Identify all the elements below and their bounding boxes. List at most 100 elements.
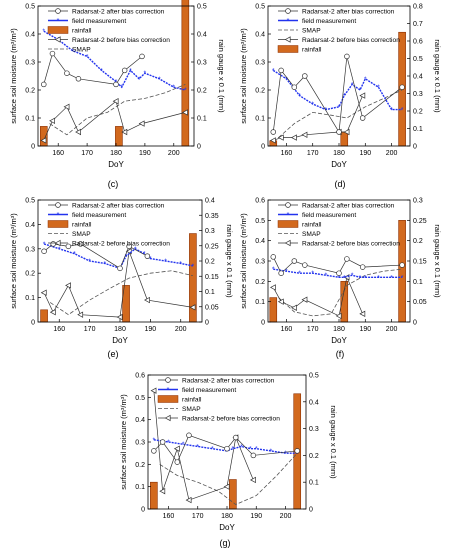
field-marker: * xyxy=(144,71,147,78)
y-tick-label: 0.5 xyxy=(255,4,265,11)
y2-tick-label: 0.25 xyxy=(205,243,219,250)
x-tick-label: 200 xyxy=(175,326,187,333)
y2-axis-label: rain gauge x 0.1 (mm) xyxy=(433,224,442,298)
x-tick-label: 170 xyxy=(84,326,96,333)
legend-marker-radar-before xyxy=(284,36,291,43)
y-axis-label: surface soil moisture (m³/m³) xyxy=(9,28,18,124)
x-tick-label: 190 xyxy=(145,326,157,333)
y-tick-label: 0.5 xyxy=(255,218,265,225)
radar-before-marker xyxy=(185,496,192,504)
y2-tick-label: 0 xyxy=(413,320,417,327)
legend-label: rainfall xyxy=(72,221,92,228)
y2-tick-label: 0.2 xyxy=(413,109,423,116)
radar-before-marker xyxy=(359,310,366,318)
radar-before-marker xyxy=(223,483,230,490)
field-marker: * xyxy=(196,444,199,451)
field-marker: * xyxy=(377,275,380,282)
legend-label: Radarsat-2 after bias correction xyxy=(302,202,395,209)
field-marker: * xyxy=(270,448,273,455)
panel-caption: (g) xyxy=(220,538,231,548)
radar-before-marker xyxy=(301,131,308,138)
radar-after-marker xyxy=(121,67,128,74)
rainfall-bar xyxy=(40,309,48,323)
smap-line xyxy=(49,270,193,316)
y-tick-label: 0.2 xyxy=(255,279,265,286)
x-axis-label: DoY xyxy=(331,336,347,345)
field-marker: * xyxy=(179,261,182,268)
radar-after-marker xyxy=(49,50,56,57)
field-marker: * xyxy=(167,440,170,447)
field-marker: * xyxy=(149,256,152,263)
radar-after-marker xyxy=(75,76,82,82)
field-marker: * xyxy=(120,85,123,92)
panel-g: * * * * * * * * * * * * *160 170 180 190 20000.10.20.30.… xyxy=(119,373,338,549)
legend-label: rainfall xyxy=(182,396,202,403)
legend-label: Radarsat-2 before bias correction xyxy=(182,415,280,422)
x-tick-label: 170 xyxy=(307,326,319,333)
y2-tick-label: 0.15 xyxy=(205,274,219,281)
x-tick-label: 180 xyxy=(333,326,345,333)
field-marker: * xyxy=(338,104,341,111)
field-marker: * xyxy=(138,76,141,83)
field-marker: * xyxy=(359,275,362,282)
y-tick-label: 0.5 xyxy=(135,395,145,402)
panel-caption: (c) xyxy=(108,179,119,189)
legend-marker-radar-before xyxy=(54,36,61,43)
radar-after-marker xyxy=(399,262,405,268)
x-tick-label: 170 xyxy=(192,513,204,520)
radar-after-marker xyxy=(159,439,166,445)
x-tick-label: 200 xyxy=(386,150,398,157)
y-tick-label: 0.1 xyxy=(25,295,35,302)
radar-after-marker xyxy=(144,253,151,259)
y2-tick-label: 0 xyxy=(309,507,313,514)
y2-tick-label: 0 xyxy=(205,320,209,327)
y-tick-label: 0.6 xyxy=(255,198,265,205)
field-marker: * xyxy=(364,76,367,83)
y2-tick-label: 0.3 xyxy=(205,228,215,235)
y-tick-label: 0.5 xyxy=(25,198,35,205)
radar-after-marker xyxy=(224,445,230,452)
x-tick-label: 200 xyxy=(280,513,292,520)
smap-line xyxy=(159,452,298,505)
legend-swatch-rainfall xyxy=(47,26,69,34)
legend-swatch-rainfall xyxy=(277,220,299,228)
rainfall-bar xyxy=(340,131,349,147)
x-tick-label: 170 xyxy=(81,150,93,157)
y2-axis-label: rain gauge x 0.1 (mm) xyxy=(225,224,234,298)
radar-after-marker xyxy=(336,270,342,276)
legend-swatch-rainfall xyxy=(277,45,299,53)
x-tick-label: 160 xyxy=(163,513,175,520)
legend-marker-radar-before xyxy=(284,239,291,247)
y-tick-label: 0.3 xyxy=(25,246,35,253)
field-marker: * xyxy=(390,275,393,282)
y-tick-label: 0.4 xyxy=(135,417,145,424)
y-tick-label: 0.2 xyxy=(25,271,35,278)
plot-frame xyxy=(147,374,307,510)
radar-before-marker xyxy=(138,120,145,127)
legend-label: Radarsat-2 before bias correction xyxy=(302,37,400,44)
radar-before-marker xyxy=(150,387,157,394)
y2-tick-label: 0.05 xyxy=(413,299,427,306)
panel-d: ***** ******* *160 170 180 190 20000.10.20.30.… xyxy=(239,4,442,190)
plot-frame xyxy=(267,5,411,147)
legend-label: Radarsat-2 before bias correction xyxy=(72,240,170,247)
y-tick-label: 0.4 xyxy=(255,32,265,39)
radar-after-marker xyxy=(359,264,366,270)
radar-after-marker xyxy=(291,258,298,264)
field-marker: * xyxy=(73,251,76,258)
panel-caption: (d) xyxy=(335,179,346,189)
x-tick-label: 170 xyxy=(307,150,319,157)
y-tick-label: 0 xyxy=(31,144,35,151)
radar-before-marker xyxy=(49,117,55,124)
field-marker: * xyxy=(88,259,91,266)
radar-after-line xyxy=(153,434,298,463)
y-tick-label: 0 xyxy=(141,507,145,514)
radar-before-marker xyxy=(290,134,297,141)
legend-label: Radarsat-2 after bias correction xyxy=(72,8,165,15)
y-tick-label: 0 xyxy=(31,320,35,327)
radar-after-marker xyxy=(399,84,405,90)
radar-before-marker xyxy=(359,92,366,99)
radar-after-marker xyxy=(174,459,181,465)
panel-f: * * * * * * * * * * * * *160 170 180 190 20000.10.20.30.… xyxy=(239,198,442,360)
legend-marker-radar-before xyxy=(54,239,61,247)
